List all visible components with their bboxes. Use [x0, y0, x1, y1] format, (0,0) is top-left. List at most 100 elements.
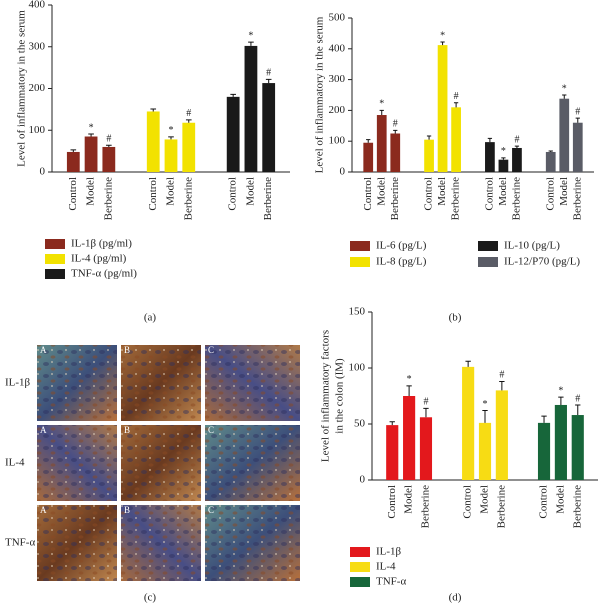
y-tick-label: 500 — [329, 12, 346, 24]
significance-mark: # — [423, 397, 428, 408]
micrograph-texture — [205, 505, 300, 581]
error-bar — [230, 93, 236, 97]
bar — [462, 366, 475, 480]
error-bar — [453, 102, 459, 108]
significance-mark: # — [575, 106, 580, 117]
x-tick-label: Control — [544, 177, 556, 211]
x-tick-label: Control — [462, 485, 474, 519]
micrograph-texture — [121, 505, 201, 581]
legend-swatch — [478, 241, 498, 251]
tile-letter: C — [208, 425, 214, 435]
error-bar — [575, 404, 581, 416]
legend-swatch — [350, 562, 370, 572]
significance-mark: # — [186, 108, 191, 119]
tile-letter: A — [40, 345, 47, 355]
y-tick-label: 0 — [360, 474, 366, 486]
significance-mark: * — [248, 30, 253, 41]
bar — [495, 390, 508, 480]
error-bar — [106, 144, 112, 147]
error-bar — [558, 396, 564, 405]
bar — [390, 133, 401, 172]
error-bar — [150, 108, 157, 112]
x-tick-label: Control — [147, 177, 159, 211]
panel-label: (d) — [449, 592, 462, 604]
bar — [376, 115, 387, 172]
bar — [66, 151, 80, 172]
y-axis-label: Level of inflammatory in the serum — [16, 10, 28, 167]
significance-mark: # — [575, 393, 580, 404]
bar — [84, 136, 98, 172]
legend-label: IL-1β — [376, 546, 402, 558]
x-tick-label: Berberine — [182, 177, 194, 220]
micrograph-grid — [37, 345, 300, 581]
y-axis-label: Level of inflammatory factors — [320, 330, 332, 462]
bar — [363, 142, 374, 172]
significance-mark: * — [379, 99, 384, 110]
bar — [437, 45, 448, 172]
legend-label: IL-10 (pg/L) — [504, 240, 560, 252]
y-tick-label: 200 — [329, 104, 346, 116]
bar — [226, 96, 240, 172]
tile-letter: B — [124, 505, 130, 515]
row-label: IL-1β — [5, 377, 31, 389]
error-bar — [541, 415, 547, 423]
significance-mark: # — [393, 119, 398, 130]
panel-label: (a) — [144, 312, 157, 324]
error-bar — [575, 117, 580, 123]
x-tick-label: Control — [362, 177, 374, 211]
x-tick-label: Berberine — [510, 177, 522, 220]
error-bar — [426, 135, 432, 140]
x-tick-label: Control — [538, 485, 550, 519]
legend-label: IL-12/P70 (pg/L) — [504, 256, 580, 268]
error-bar — [562, 94, 567, 99]
legend-label: TNF-α (pg/ml) — [71, 268, 137, 280]
significance-mark: * — [501, 146, 506, 157]
x-tick-label: Model — [244, 177, 256, 206]
legend-swatch — [350, 547, 370, 557]
tile-letter: C — [208, 345, 214, 355]
x-tick-label: Model — [165, 177, 177, 206]
x-tick-label: Model — [85, 177, 97, 206]
x-tick-label: Model — [436, 177, 448, 206]
significance-mark: * — [407, 374, 412, 385]
x-tick-label: Berberine — [495, 485, 507, 528]
x-tick-label: Berberine — [420, 485, 432, 528]
bar — [485, 142, 495, 172]
legend-label: IL-4 — [376, 561, 396, 573]
error-bar — [440, 41, 445, 46]
legend-label: TNF-α — [376, 576, 406, 588]
significance-mark: * — [440, 30, 445, 41]
micrograph-texture — [121, 425, 201, 501]
bar — [478, 422, 492, 480]
bar — [451, 107, 461, 172]
bar — [262, 83, 276, 172]
significance-mark: * — [483, 399, 488, 410]
y-tick-label: 300 — [329, 73, 346, 85]
y-tick-label: 100 — [29, 124, 46, 136]
x-tick-label: Model — [558, 177, 570, 206]
tile-letter: A — [40, 505, 47, 515]
error-bar — [70, 149, 77, 152]
x-tick-label: Model — [497, 177, 509, 206]
bar — [146, 111, 160, 172]
significance-mark: * — [562, 83, 567, 94]
legend-label: IL-4 (pg/ml) — [71, 253, 127, 265]
error-bar — [185, 119, 192, 123]
x-tick-label: Berberine — [571, 485, 583, 528]
x-tick-label: Model — [554, 485, 566, 514]
micrograph-texture — [121, 345, 201, 421]
legend-swatch — [350, 241, 370, 251]
y-tick-label: 0 — [40, 166, 46, 178]
significance-mark: # — [266, 68, 271, 79]
y-tick-label: 200 — [29, 82, 46, 94]
micrograph-texture — [37, 345, 117, 421]
tile-letter: B — [124, 425, 130, 435]
bar — [102, 146, 116, 172]
y-axis-label: in the colon (IM) — [334, 358, 346, 434]
bar — [182, 122, 196, 172]
legend-label: IL-6 (pg/L) — [376, 240, 427, 252]
legend-swatch — [45, 254, 65, 264]
y-tick-label: 50 — [354, 418, 366, 430]
x-tick-label: Control — [67, 177, 79, 211]
